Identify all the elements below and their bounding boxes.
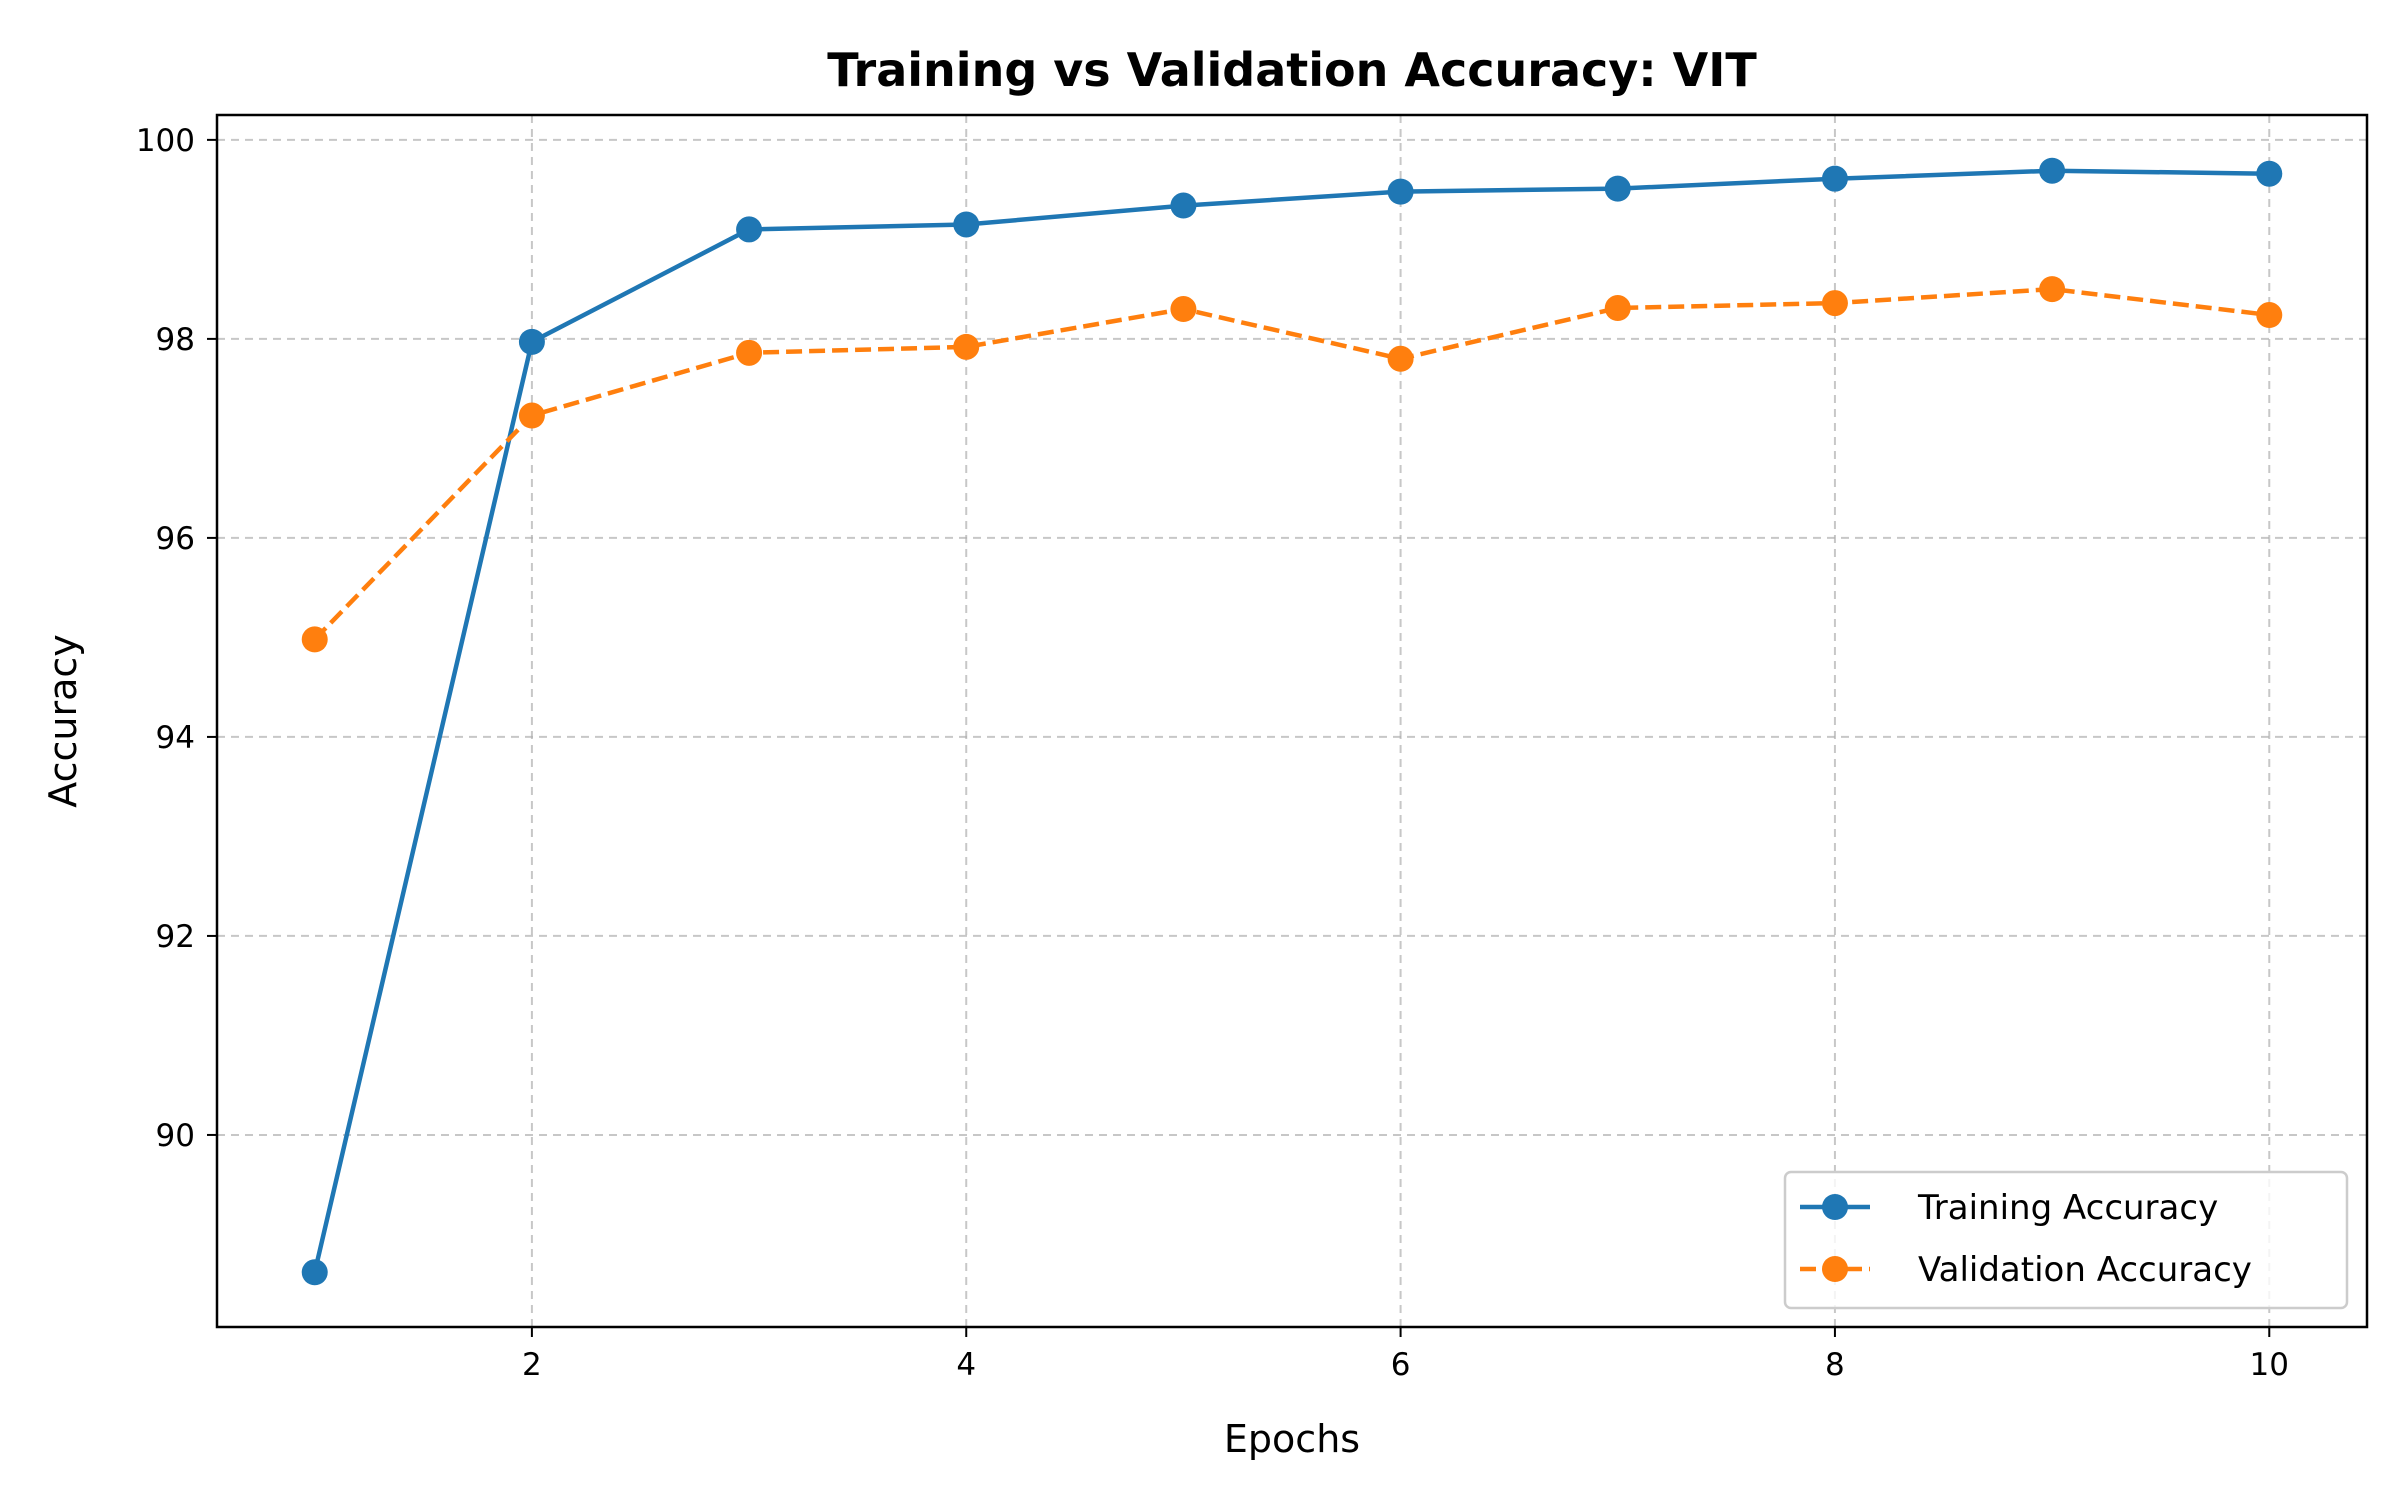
legend-entry-training-accuracy: Training Accuracy: [1800, 1188, 2218, 1228]
y-tick-label-100: 100: [136, 123, 195, 159]
data-point-training-accuracy-4: [953, 211, 980, 238]
x-tick-label-2: 2: [522, 1347, 542, 1383]
y-tick-label-90: 90: [156, 1118, 195, 1154]
x-tick-label-6: 6: [1391, 1347, 1411, 1383]
data-point-validation-accuracy-5: [1170, 296, 1197, 323]
data-point-validation-accuracy-6: [1387, 345, 1414, 372]
x-tick-label-10: 10: [2250, 1347, 2289, 1383]
x-axis-label: Epochs: [1224, 1417, 1360, 1461]
legend-entry-validation-accuracy: Validation Accuracy: [1800, 1250, 2252, 1290]
data-point-training-accuracy-5: [1170, 192, 1197, 219]
ticks-layer: 2 4 6 8 10 90 92 94 96 98 100: [136, 123, 2289, 1383]
legend-swatch-marker-training-accuracy: [1822, 1194, 1848, 1220]
data-point-validation-accuracy-4: [953, 333, 980, 360]
x-tick-label-8: 8: [1825, 1347, 1845, 1383]
data-point-training-accuracy-6: [1387, 178, 1414, 205]
y-tick-label-96: 96: [156, 521, 195, 557]
grid-layer: [217, 115, 2367, 1327]
data-point-training-accuracy-7: [1604, 175, 1631, 202]
legend-label-training-accuracy: Training Accuracy: [1917, 1188, 2218, 1228]
data-point-validation-accuracy-8: [1821, 290, 1848, 317]
data-point-validation-accuracy-9: [2039, 276, 2066, 303]
legend-swatch-marker-validation-accuracy: [1822, 1256, 1848, 1282]
series-validation-accuracy: [301, 276, 2283, 653]
data-point-validation-accuracy-2: [518, 402, 545, 429]
y-axis-label: Accuracy: [41, 634, 85, 808]
data-point-validation-accuracy-10: [2256, 302, 2283, 329]
series-layer: [301, 157, 2283, 1286]
series-line-training-accuracy: [312, 168, 2270, 1273]
legend-label-validation-accuracy: Validation Accuracy: [1918, 1250, 2252, 1290]
data-point-validation-accuracy-7: [1604, 295, 1631, 322]
x-tick-label-4: 4: [956, 1347, 976, 1383]
data-point-training-accuracy-2: [518, 328, 545, 355]
data-point-training-accuracy-10: [2256, 160, 2283, 187]
y-tick-label-98: 98: [156, 322, 195, 358]
legend-box: [1783, 1170, 2349, 1310]
data-point-training-accuracy-9: [2039, 157, 2066, 184]
series-line-validation-accuracy: [313, 286, 2270, 641]
data-point-training-accuracy-8: [1821, 165, 1848, 192]
chart-title: Training vs Validation Accuracy: VIT: [827, 43, 1757, 97]
y-tick-label-92: 92: [156, 919, 195, 955]
plot-area-frame: [215, 113, 2369, 1329]
legend: Training Accuracy Validation Accuracy: [1783, 1170, 2349, 1310]
data-point-validation-accuracy-1: [301, 626, 328, 653]
data-point-validation-accuracy-3: [736, 339, 763, 366]
data-point-training-accuracy-1: [301, 1259, 328, 1286]
data-point-training-accuracy-3: [736, 216, 763, 243]
y-tick-label-94: 94: [156, 720, 195, 756]
legend-entries: Training Accuracy Validation Accuracy: [1800, 1188, 2252, 1290]
series-training-accuracy: [301, 157, 2283, 1286]
